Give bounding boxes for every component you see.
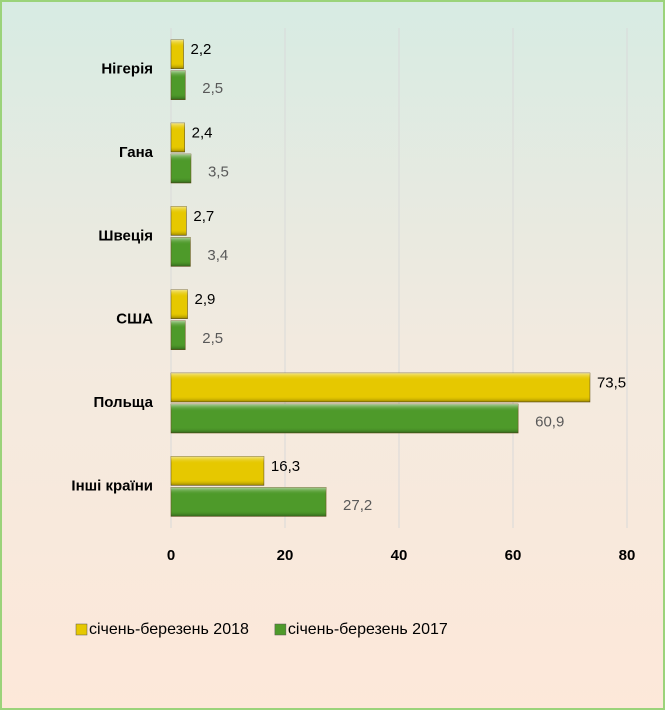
legend-label: січень-березень 2018 bbox=[89, 621, 249, 638]
value-label: 2,5 bbox=[202, 80, 223, 97]
category-label: Швеція bbox=[98, 227, 153, 244]
legend-label: січень-березень 2017 bbox=[288, 621, 448, 638]
legend-marker bbox=[75, 623, 88, 636]
category-label: Нігерія bbox=[101, 61, 153, 78]
x-tick-label: 60 bbox=[505, 547, 522, 564]
x-tick-label: 40 bbox=[391, 547, 408, 564]
value-label: 2,7 bbox=[193, 208, 214, 225]
bar bbox=[170, 39, 184, 69]
category-label: Польща bbox=[93, 394, 153, 411]
category-label: Гана bbox=[119, 144, 154, 161]
value-label: 73,5 bbox=[597, 374, 626, 391]
bar bbox=[170, 122, 185, 153]
x-tick-label: 0 bbox=[167, 547, 175, 564]
bar bbox=[170, 403, 519, 434]
bar bbox=[170, 487, 327, 517]
value-label: 3,5 bbox=[208, 163, 229, 180]
category-label: Інші країни bbox=[71, 477, 153, 494]
value-label: 60,9 bbox=[535, 413, 564, 430]
value-label: 2,2 bbox=[191, 41, 212, 58]
value-label: 27,2 bbox=[343, 497, 372, 514]
category-label: США bbox=[116, 311, 153, 328]
bar bbox=[170, 456, 265, 486]
value-label: 2,5 bbox=[202, 330, 223, 347]
bar bbox=[170, 372, 591, 403]
value-label: 16,3 bbox=[271, 458, 300, 475]
value-label: 2,9 bbox=[195, 291, 216, 308]
bar bbox=[170, 289, 188, 319]
bar bbox=[170, 206, 187, 236]
bar bbox=[170, 70, 186, 100]
bar bbox=[170, 320, 186, 350]
legend-marker bbox=[274, 623, 287, 636]
x-tick-label: 20 bbox=[277, 547, 294, 564]
value-label: 2,4 bbox=[192, 124, 213, 141]
bar bbox=[170, 237, 191, 267]
value-label: 3,4 bbox=[207, 247, 228, 264]
x-tick-label: 80 bbox=[619, 547, 636, 564]
bar bbox=[170, 153, 192, 184]
